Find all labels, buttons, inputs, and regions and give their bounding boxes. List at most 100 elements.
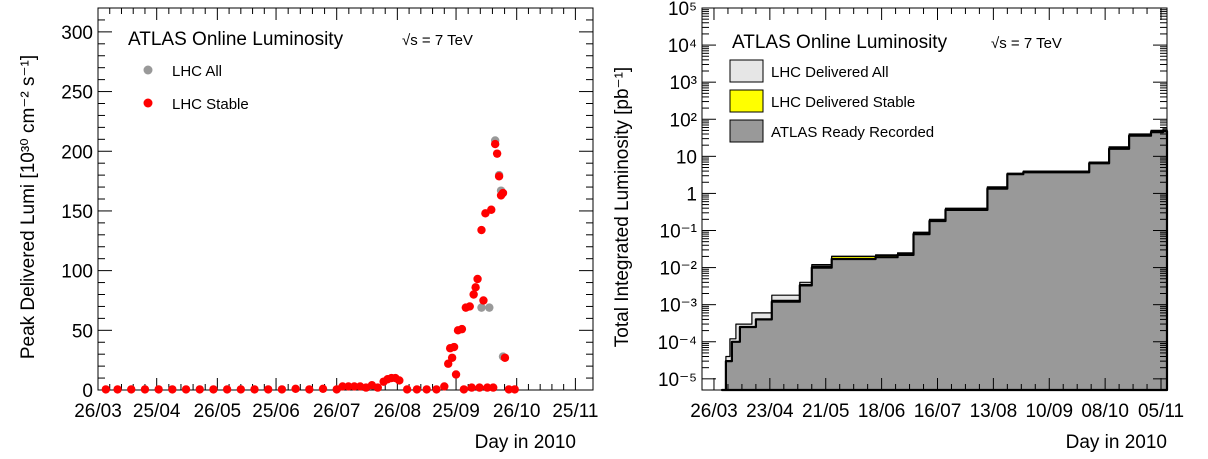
x-axis-label: Day in 2010 — [1066, 432, 1167, 453]
data-point-lhc-stable — [250, 385, 259, 394]
x-tick-label: 25/06 — [252, 401, 300, 422]
data-point-lhc-stable — [449, 342, 459, 352]
peak-luminosity-chart: 0 50 100 150 200 250 300 26/03 25/04 26/05 25/06 26… — [18, 7, 598, 453]
chart-title: ATLAS Online Luminosity — [128, 29, 344, 50]
legend-marker-lhc-all — [143, 65, 153, 75]
data-point-lhc-stable — [498, 188, 508, 198]
data-point-lhc-stable — [373, 383, 382, 392]
x-tick-label: 26/03 — [74, 401, 122, 422]
y-tick-label: 10 — [676, 147, 697, 168]
data-point-lhc-stable — [277, 385, 287, 394]
y-tick-label: 200 — [61, 142, 93, 163]
legend-label: LHC Delivered Stable — [771, 94, 915, 111]
y-tick-label: 10⁴ — [668, 36, 697, 57]
x-tick-label: 13/08 — [970, 401, 1018, 422]
energy-label: √s = 7 TeV — [991, 35, 1062, 52]
x-tick-label: 18/06 — [858, 401, 906, 422]
data-point-lhc-stable — [209, 385, 218, 394]
data-point-lhc-stable — [350, 382, 359, 391]
legend-swatch-lhc-delivered-stable — [729, 89, 764, 113]
data-point-lhc-stable — [483, 383, 492, 392]
data-point-lhc-stable — [469, 290, 478, 299]
data-point-lhc-stable — [101, 385, 111, 394]
y-tick-label: 150 — [61, 202, 93, 223]
data-point-lhc-stable — [168, 385, 177, 394]
data-point-lhc-stable — [195, 385, 204, 394]
area-atlas-ready-recorded — [720, 130, 1169, 392]
data-point-lhc-stable — [113, 385, 122, 394]
data-point-lhc-stable — [473, 274, 482, 284]
x-tick-label: 26/07 — [313, 401, 361, 422]
x-tick-label: 25/11 — [552, 401, 598, 422]
x-tick-label: 26/08 — [374, 401, 422, 422]
x-tick-label: 23/04 — [746, 401, 794, 422]
y-tick-label: 0 — [82, 381, 93, 402]
x-tick-label: 08/10 — [1081, 401, 1129, 422]
data-point-lhc-stable — [318, 384, 328, 394]
data-point-lhc-stable — [489, 383, 498, 392]
data-point-lhc-stable — [181, 385, 191, 394]
y-tick-label: 250 — [61, 83, 93, 104]
y-tick-label: 10⁻⁴ — [658, 333, 697, 354]
integrated-luminosity-chart: 10⁻⁵ 10⁻⁴ 10⁻³ 10⁻² 10⁻¹ 1 10 10² 10³ 10⁴ 10⁵ 26/03… — [612, 0, 1184, 453]
legend-marker-lhc-stable — [143, 98, 153, 108]
data-point-lhc-stable — [447, 353, 457, 362]
legend-label: LHC Stable — [172, 96, 249, 113]
data-point-lhc-stable — [490, 139, 500, 149]
data-point-lhc-stable — [492, 149, 502, 158]
data-point-lhc-stable — [236, 385, 246, 394]
data-point-lhc-stable — [305, 385, 314, 394]
x-tick-label: 05/11 — [1138, 401, 1184, 422]
x-tick-label: 25/04 — [133, 401, 181, 422]
data-point-lhc-stable — [140, 385, 150, 394]
data-point-lhc-stable — [344, 382, 353, 391]
chart-title: ATLAS Online Luminosity — [732, 32, 948, 53]
y-tick-label: 10⁻³ — [660, 296, 698, 317]
data-point-lhc-stable — [412, 385, 422, 394]
data-point-lhc-stable — [402, 385, 412, 394]
data-point-lhc-stable — [395, 376, 404, 385]
x-tick-label: 26/03 — [690, 401, 738, 422]
data-point-lhc-all — [477, 303, 486, 312]
data-point-lhc-stable — [444, 359, 453, 368]
data-point-lhc-stable — [477, 225, 486, 235]
legend-swatch-atlas-ready-recorded — [729, 119, 764, 143]
energy-label: √s = 7 TeV — [402, 32, 473, 49]
data-point-lhc-stable — [500, 353, 510, 362]
data-point-lhc-stable — [494, 172, 504, 181]
legend-label: LHC Delivered All — [771, 64, 889, 81]
legend-label: LHC All — [172, 63, 222, 80]
legend-swatch-lhc-delivered-all — [729, 59, 764, 83]
y-axis-label: Peak Delivered Lumi [10³⁰ cm⁻² s⁻¹] — [18, 55, 39, 359]
data-point-lhc-stable — [422, 385, 431, 394]
y-tick-label: 300 — [61, 23, 93, 44]
y-tick-label: 1 — [686, 184, 697, 205]
data-point-lhc-stable — [291, 384, 300, 394]
y-tick-label: 10⁵ — [668, 0, 697, 20]
data-point-lhc-stable — [504, 385, 514, 394]
y-tick-label: 10⁻¹ — [660, 222, 698, 243]
data-point-lhc-stable — [465, 302, 474, 311]
data-point-lhc-stable — [459, 385, 469, 394]
x-axis-label: Day in 2010 — [475, 432, 576, 453]
x-tick-label: 16/07 — [914, 401, 962, 422]
x-tick-label: 21/05 — [802, 401, 850, 422]
data-point-lhc-stable — [487, 205, 496, 214]
data-point-lhc-stable — [471, 283, 480, 292]
y-tick-label: 50 — [72, 321, 93, 342]
y-tick-label: 10⁻⁵ — [658, 370, 697, 391]
y-tick-label: 10⁻² — [660, 259, 698, 280]
data-point-lhc-stable — [432, 385, 441, 394]
x-tick-label: 26/05 — [194, 401, 242, 422]
y-tick-label: 10³ — [670, 73, 697, 94]
data-point-lhc-stable — [222, 385, 232, 394]
data-point-lhc-stable — [479, 296, 488, 305]
y-axis-label: Total Integrated Luminosity [pb⁻¹] — [612, 67, 633, 347]
data-point-lhc-stable — [451, 370, 461, 379]
data-point-lhc-stable — [338, 382, 347, 391]
y-tick-label: 10² — [670, 110, 697, 131]
x-tick-label: 26/10 — [493, 401, 541, 422]
data-point-lhc-stable — [457, 324, 467, 334]
data-point-lhc-stable — [154, 385, 163, 394]
